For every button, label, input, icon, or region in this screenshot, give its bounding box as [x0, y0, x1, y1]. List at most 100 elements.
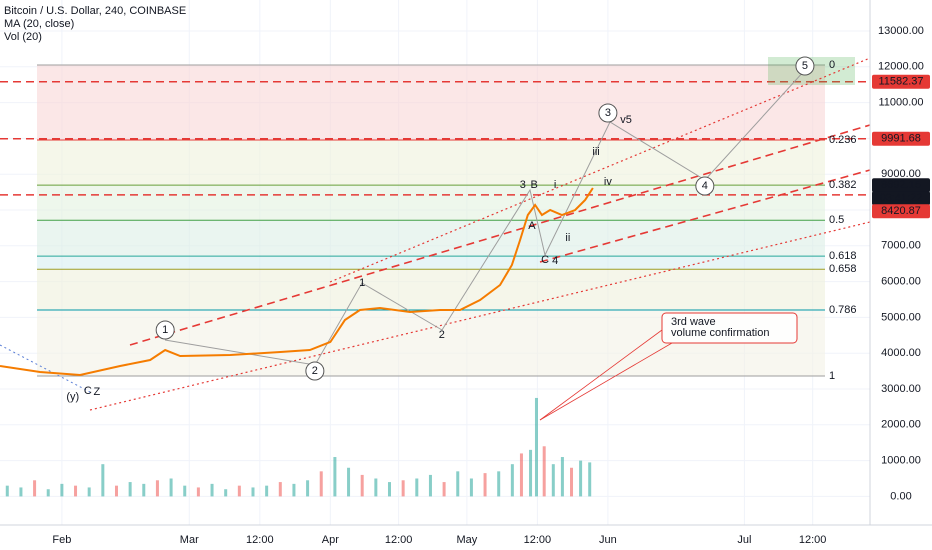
- channel-line: [0, 344, 91, 393]
- x-tick-label: May: [456, 534, 477, 546]
- volume-bar: [428, 474, 432, 497]
- price-tag-label: 8420.87: [881, 205, 921, 217]
- volume-bar: [374, 478, 378, 497]
- fib-label: 0.382: [829, 179, 857, 191]
- price-tag-label: 8692.15: [881, 179, 921, 191]
- volume-bar: [87, 487, 91, 497]
- fib-label: 0.5: [829, 214, 844, 226]
- wave-label: i: [554, 179, 556, 191]
- volume-bar: [169, 478, 173, 497]
- x-tick-label: Feb: [52, 534, 71, 546]
- volume-bar: [483, 473, 487, 497]
- volume-bar: [519, 453, 523, 497]
- price-tag-label: 11582.37: [878, 76, 923, 88]
- fib-label: 0.618: [829, 250, 857, 262]
- fib-zone: [37, 269, 825, 310]
- volume-bar: [415, 478, 419, 497]
- x-tick-label: Jun: [599, 534, 617, 546]
- y-tick-label: 4000.00: [881, 347, 921, 359]
- y-tick-label: 12000.00: [878, 61, 924, 73]
- volume-bar: [196, 487, 200, 497]
- annotation-text: volume confirmation: [671, 327, 769, 339]
- ma-line: [0, 187, 594, 377]
- volume-bar: [333, 457, 337, 497]
- volume-bar: [347, 467, 351, 497]
- fib-zone: [37, 220, 825, 257]
- wave-label: 2: [439, 329, 445, 341]
- volume-bar: [128, 482, 132, 497]
- countdown-label: 03:41:22: [880, 192, 923, 204]
- volume-bar: [319, 471, 323, 497]
- wave-circle: [795, 56, 815, 76]
- fib-zone: [37, 65, 825, 141]
- volume-bar: [237, 485, 241, 497]
- annotation-pointer: [539, 329, 663, 421]
- fib-zone: [37, 185, 825, 221]
- volume-bar: [210, 483, 214, 497]
- volume-bar: [469, 478, 473, 497]
- volume-bar: [401, 480, 405, 497]
- volume-bar: [534, 397, 538, 497]
- x-tick-label: 12:00: [246, 534, 274, 546]
- volume-bar: [183, 485, 187, 497]
- volume-bar: [60, 483, 64, 497]
- wave-label: 2: [312, 365, 318, 377]
- y-tick-label: 2000.00: [881, 419, 921, 431]
- wave-label: (y): [66, 391, 79, 403]
- volume-bar: [114, 485, 118, 497]
- x-tick-label: 12:00: [524, 534, 552, 546]
- volume-bar: [306, 480, 310, 497]
- y-tick-label: 11000.00: [878, 97, 923, 109]
- wave-label: 1: [359, 277, 365, 289]
- wave-label: v5: [620, 114, 632, 126]
- wave-label: 5: [802, 60, 808, 72]
- fib-label: 0.658: [829, 263, 857, 275]
- y-tick-label: 6000.00: [881, 276, 921, 288]
- volume-bar: [251, 487, 255, 497]
- wave-circle: [155, 320, 175, 340]
- wave-circle: [598, 103, 618, 123]
- volume-bar: [360, 474, 364, 497]
- volume-bar: [19, 487, 23, 497]
- volume-bar: [278, 482, 282, 497]
- wave-label: 1: [162, 324, 168, 336]
- price-tag: [872, 131, 930, 146]
- annotation-text: 3rd wave: [671, 316, 716, 328]
- channel-line: [129, 124, 871, 346]
- price-tag-label: 9991.68: [881, 133, 921, 145]
- fib-label: 1: [829, 370, 835, 382]
- volume-bar: [292, 483, 296, 497]
- annotation-box: [661, 312, 798, 344]
- volume-bar: [155, 480, 159, 497]
- x-tick-label: 12:00: [799, 534, 827, 546]
- fib-label: 0.786: [829, 304, 857, 316]
- y-tick-label: 9000.00: [881, 168, 921, 180]
- x-tick-label: Jul: [737, 534, 751, 546]
- volume-bar: [579, 460, 583, 497]
- channel-line: [539, 169, 871, 263]
- volume-bar: [33, 480, 37, 497]
- wave-circle: [695, 176, 715, 196]
- volume-bar: [551, 464, 555, 497]
- price-tag: [872, 178, 930, 193]
- y-tick-label: 7000.00: [881, 240, 921, 252]
- channel-line: [89, 221, 871, 411]
- y-tick-label: 0.00: [890, 490, 911, 502]
- wave-path: [164, 69, 806, 366]
- wave-circle: [305, 361, 325, 381]
- y-tick-label: 3000.00: [881, 383, 921, 395]
- volume-bar: [74, 485, 78, 497]
- volume-bar: [5, 485, 9, 497]
- wave-label: ii: [565, 232, 570, 244]
- annotation-pointer: [539, 342, 673, 421]
- wave-label: 4: [552, 255, 558, 267]
- plot-background: [0, 0, 870, 525]
- wave-label: iv: [604, 176, 612, 188]
- volume-bar: [542, 446, 546, 497]
- wave-label: iii: [592, 146, 599, 158]
- price-tag: [872, 74, 930, 89]
- volume-bar: [588, 462, 592, 497]
- legend-entry: MA (20, close): [4, 18, 74, 30]
